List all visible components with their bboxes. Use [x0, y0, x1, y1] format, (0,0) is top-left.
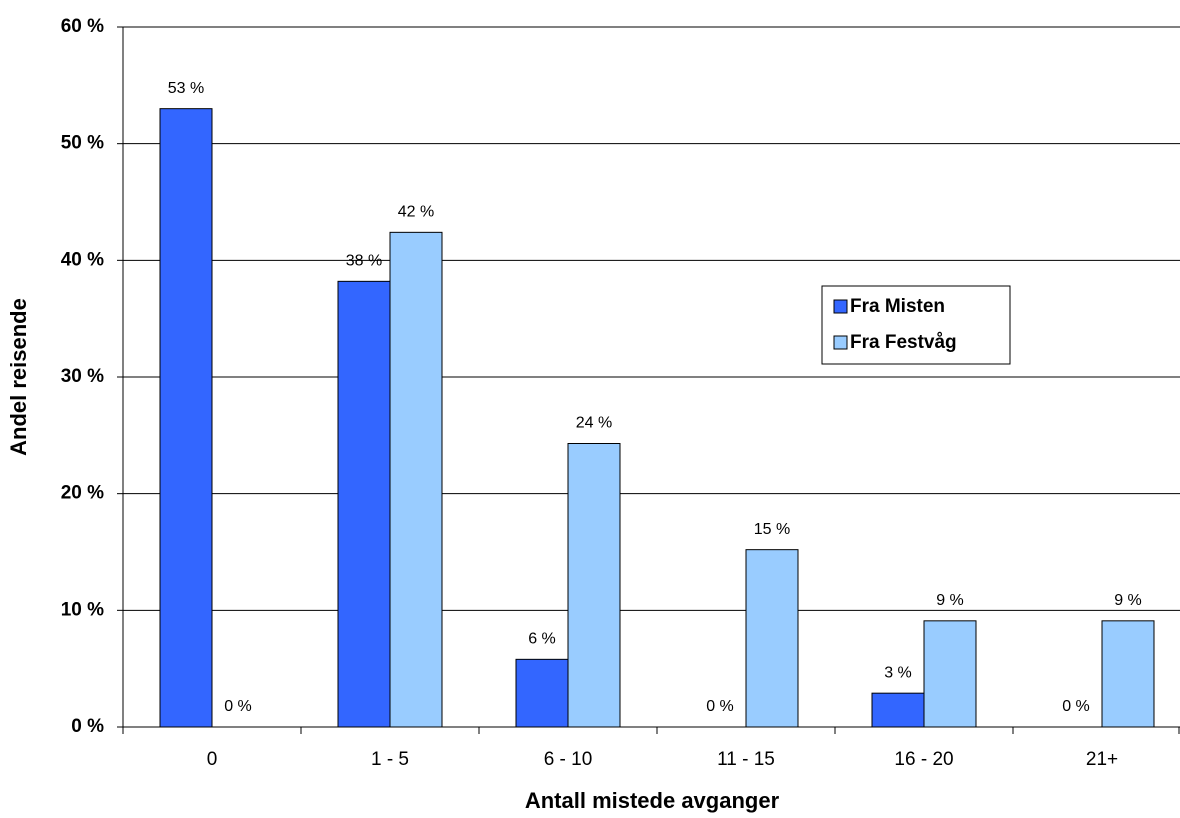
value-label: 9 % — [936, 592, 964, 609]
y-tick-label: 40 % — [61, 249, 104, 270]
value-label: 3 % — [884, 664, 912, 681]
bar — [871, 692, 925, 728]
bar — [159, 108, 213, 728]
y-tick-label: 0 % — [71, 716, 104, 737]
value-label: 0 % — [224, 698, 252, 715]
value-label: 42 % — [398, 204, 434, 221]
y-tick-label: 20 % — [61, 483, 104, 504]
y-tick-label: 10 % — [61, 599, 104, 620]
bar — [567, 443, 621, 728]
bar — [1101, 620, 1155, 728]
legend-swatch — [833, 335, 848, 350]
legend-swatch — [833, 299, 848, 314]
value-label: 15 % — [754, 521, 790, 538]
x-tick-label: 0 — [207, 749, 218, 770]
x-tick-label: 6 - 10 — [544, 749, 593, 770]
y-tick-label: 60 % — [61, 16, 104, 37]
value-label: 24 % — [576, 415, 612, 432]
value-label: 0 % — [706, 698, 734, 715]
bar — [337, 280, 391, 728]
y-tick-label: 50 % — [61, 133, 104, 154]
x-axis-title: Antall mistede avganger — [525, 788, 780, 813]
legend-label: Fra Misten — [850, 296, 945, 317]
x-tick-label: 11 - 15 — [717, 749, 775, 770]
bar — [923, 620, 977, 728]
x-tick-label: 21+ — [1086, 749, 1118, 770]
y-tick-label: 30 % — [61, 366, 104, 387]
legend-label: Fra Festvåg — [850, 332, 957, 353]
y-axis-title: Andel reisende — [6, 298, 31, 456]
bar — [389, 231, 443, 728]
value-label: 0 % — [1062, 698, 1090, 715]
x-tick-label: 1 - 5 — [371, 749, 409, 770]
legend-box — [821, 285, 1011, 365]
value-label: 6 % — [528, 631, 556, 648]
x-tick-label: 16 - 20 — [894, 749, 953, 770]
bar — [745, 549, 799, 728]
bar — [515, 658, 569, 728]
value-label: 9 % — [1114, 592, 1142, 609]
value-label: 53 % — [168, 80, 204, 97]
value-label: 38 % — [346, 253, 382, 270]
